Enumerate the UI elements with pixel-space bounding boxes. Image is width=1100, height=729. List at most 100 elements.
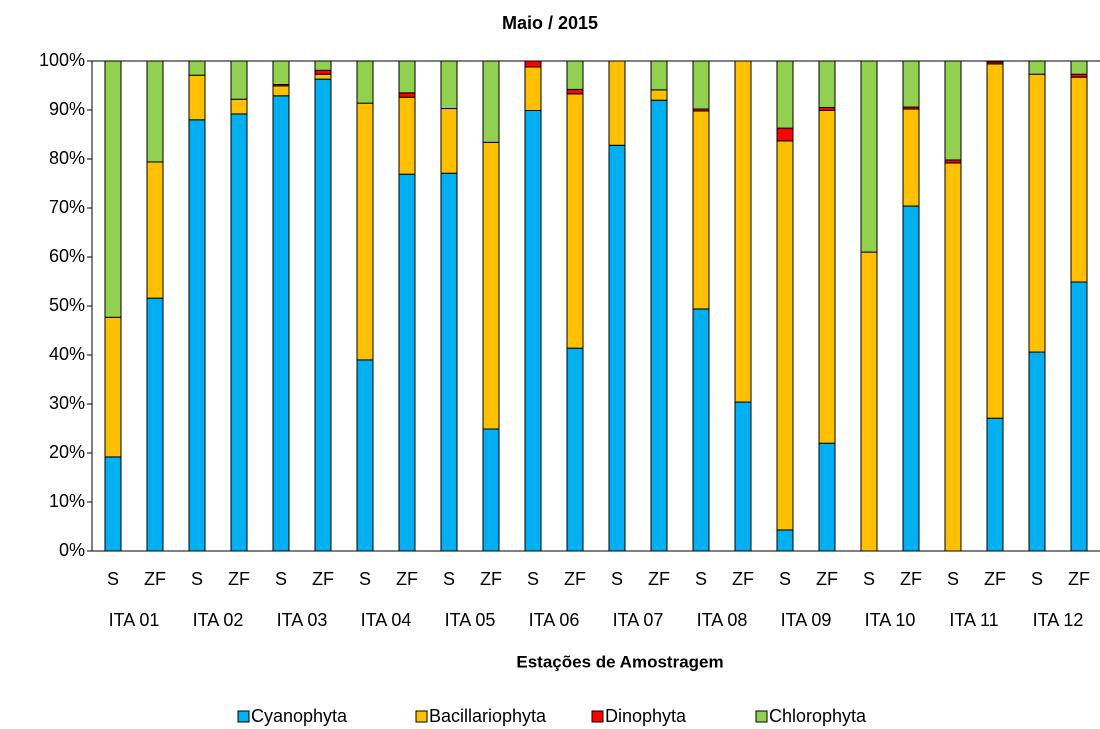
bar-segment: [188, 119, 206, 552]
x-tick-label: ZF: [564, 569, 586, 589]
bar-segment: [230, 113, 248, 552]
y-tick-label: 30%: [49, 393, 85, 413]
bar-segment: [440, 60, 458, 110]
bar-segment: [692, 308, 710, 552]
bar-segment: [860, 60, 878, 253]
bar-segment: [902, 108, 920, 207]
legend-swatch: [591, 710, 604, 723]
legend-swatch: [237, 710, 250, 723]
bar-segment: [692, 60, 710, 110]
bar-segment: [902, 60, 920, 108]
bar-segment: [944, 162, 962, 552]
legend-swatch: [415, 710, 428, 723]
bar-segment: [104, 456, 122, 552]
bar-segment: [398, 60, 416, 94]
x-tick-label: S: [527, 569, 539, 589]
y-tick-label: 80%: [49, 148, 85, 168]
bar-segment: [440, 172, 458, 552]
x-tick-label: S: [947, 569, 959, 589]
legend-label: Dinophyta: [605, 706, 687, 726]
bar-segment: [986, 63, 1004, 419]
bar-segment: [902, 205, 920, 552]
bar-segment: [1028, 73, 1046, 353]
bar-segment: [650, 60, 668, 91]
bar-segment: [608, 60, 626, 146]
bar-segment: [1028, 60, 1046, 75]
bar-segment: [566, 347, 584, 552]
y-tick-label: 100%: [39, 50, 85, 70]
x-tick-label: ZF: [228, 569, 250, 589]
bar-segment: [230, 60, 248, 100]
legend-label: Bacillariophyta: [429, 706, 547, 726]
x-tick-label: ZF: [984, 569, 1006, 589]
bar-segment: [356, 60, 374, 104]
x-tick-label: ZF: [816, 569, 838, 589]
chart-title: Maio / 2015: [502, 13, 598, 33]
group-label: ITA 04: [361, 610, 412, 630]
x-tick-label: S: [191, 569, 203, 589]
bar-segment: [482, 60, 500, 143]
bar-segment: [440, 108, 458, 174]
bar-segment: [692, 110, 710, 310]
y-tick-label: 60%: [49, 246, 85, 266]
bar-segment: [524, 66, 542, 111]
bar-segment: [146, 161, 164, 299]
bar-segment: [566, 60, 584, 90]
legend-swatch: [755, 710, 768, 723]
y-tick-label: 50%: [49, 295, 85, 315]
bar-segment: [272, 60, 290, 86]
legend-label: Chlorophyta: [769, 706, 867, 726]
bar-segment: [734, 401, 752, 552]
bar-segment: [188, 74, 206, 121]
bar-segment: [818, 60, 836, 109]
group-label: ITA 12: [1033, 610, 1084, 630]
x-tick-label: ZF: [900, 569, 922, 589]
group-label: ITA 02: [193, 610, 244, 630]
bar-segment: [398, 92, 416, 98]
bar-segment: [818, 442, 836, 552]
x-tick-label: S: [275, 569, 287, 589]
x-tick-label: ZF: [312, 569, 334, 589]
group-label: ITA 11: [949, 610, 998, 630]
group-label: ITA 10: [865, 610, 916, 630]
y-tick-label: 0%: [59, 540, 85, 560]
x-tick-label: S: [107, 569, 119, 589]
bar-segment: [1070, 281, 1088, 552]
bar-segment: [1070, 76, 1088, 283]
bar-segment: [776, 127, 794, 142]
bar-segment: [146, 297, 164, 552]
bar-segment: [776, 529, 794, 552]
bar-segment: [734, 60, 752, 403]
bar-segment: [230, 98, 248, 115]
bar-segment: [146, 60, 164, 163]
group-label: ITA 01: [109, 610, 160, 630]
bar-segment: [188, 60, 206, 76]
group-label: ITA 09: [781, 610, 832, 630]
group-label: ITA 07: [613, 610, 664, 630]
y-tick-label: 40%: [49, 344, 85, 364]
x-tick-label: S: [443, 569, 455, 589]
bar-segment: [356, 102, 374, 361]
bar-segment: [650, 89, 668, 101]
bar-segment: [776, 140, 794, 531]
x-tick-label: ZF: [732, 569, 754, 589]
bar-segment: [482, 428, 500, 552]
bar-segment: [272, 85, 290, 97]
bar-segment: [482, 141, 500, 430]
x-tick-label: S: [779, 569, 791, 589]
group-label: ITA 08: [697, 610, 748, 630]
bar-segment: [398, 96, 416, 175]
group-label: ITA 06: [529, 610, 580, 630]
bar-segment: [104, 60, 122, 318]
legend-label: Cyanophyta: [251, 706, 348, 726]
x-tick-label: ZF: [1068, 569, 1090, 589]
bar-segment: [566, 93, 584, 349]
bar-segment: [314, 73, 332, 80]
group-label: ITA 05: [445, 610, 496, 630]
bar-segment: [398, 173, 416, 552]
bar-segment: [356, 359, 374, 552]
bar-segment: [104, 316, 122, 458]
x-tick-label: S: [359, 569, 371, 589]
y-tick-label: 10%: [49, 491, 85, 511]
bar-segment: [986, 417, 1004, 552]
